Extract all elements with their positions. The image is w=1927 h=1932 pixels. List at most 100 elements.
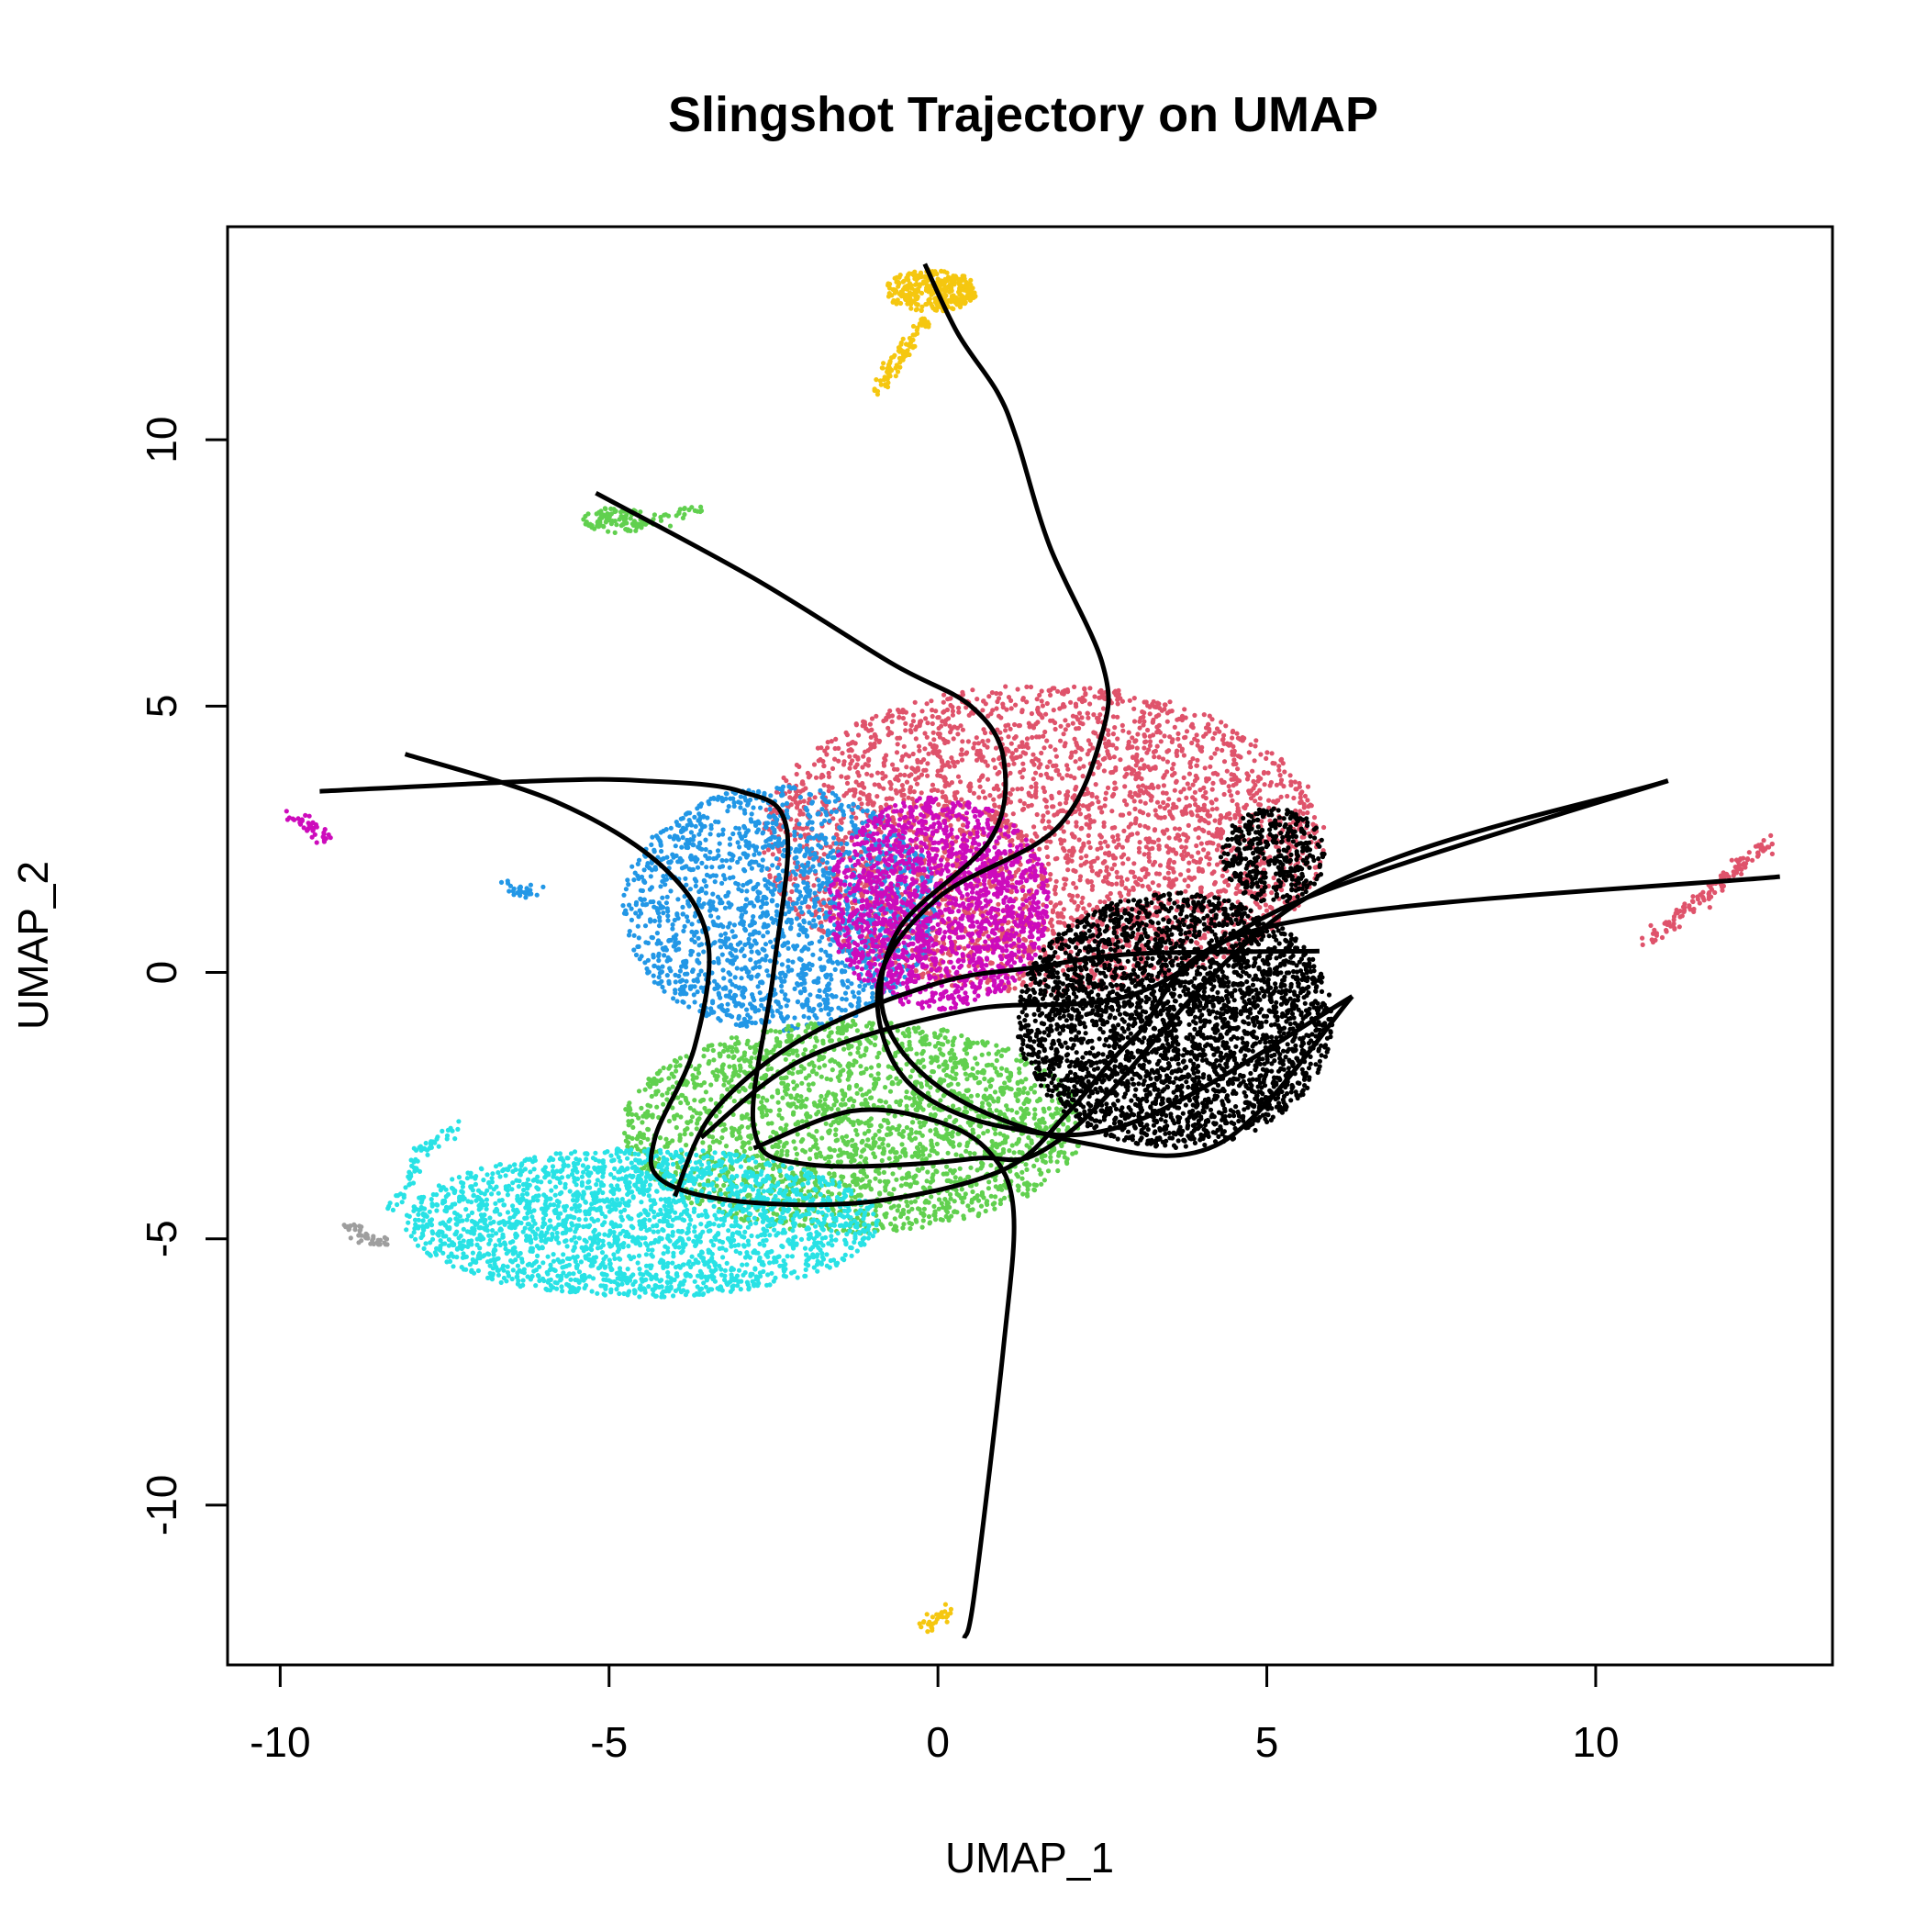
data-point [895,742,900,747]
data-point [1071,917,1076,923]
data-point [985,776,991,782]
data-point [1209,807,1215,812]
data-point [1069,853,1075,858]
data-point [1270,760,1275,766]
data-point [1053,902,1059,908]
data-point [807,1005,812,1011]
data-point [911,766,917,772]
data-point [652,979,657,985]
data-point [942,850,948,855]
data-point [1150,880,1155,886]
data-point [1264,908,1269,913]
data-point [738,794,743,799]
data-point [1277,773,1283,778]
data-point [649,934,654,940]
data-point [858,849,864,855]
data-point [1080,895,1086,901]
data-point [897,715,902,720]
data-point [1140,709,1145,715]
data-point [709,865,715,870]
data-point [940,794,946,799]
data-point [1131,885,1136,890]
data-point [916,743,922,749]
data-point [982,795,988,800]
data-point [1019,786,1024,792]
data-point [1076,725,1082,731]
data-point [1276,767,1282,773]
data-point [1195,738,1200,743]
data-point [1072,684,1077,690]
data-point [1194,859,1199,865]
data-point [850,807,855,812]
data-point [883,774,888,779]
data-point [722,931,729,936]
data-point [801,986,808,991]
data-point [770,834,775,840]
data-point [1075,717,1081,722]
data-point [731,803,737,810]
data-point [954,725,961,731]
data-point [1037,846,1042,852]
data-point [728,796,733,801]
data-point [631,947,637,953]
data-point [1144,871,1150,877]
data-point [1220,873,1225,878]
data-point [849,814,854,820]
data-point [985,763,990,768]
data-point [827,818,832,824]
data-point [1088,860,1094,865]
data-point [1146,854,1152,860]
data-point [889,719,895,724]
data-point [1003,684,1008,689]
data-point [719,798,726,804]
data-point [1064,792,1069,798]
data-point [957,827,963,832]
data-point [1058,808,1064,814]
data-point [715,986,720,991]
data-point [1039,698,1044,704]
data-point [900,715,907,721]
data-point [1235,766,1241,772]
data-point [864,862,870,867]
data-point [1194,940,1199,945]
data-point [625,877,630,883]
data-point [925,773,930,778]
data-point [1202,932,1208,938]
data-point [908,772,914,777]
data-point [986,738,991,743]
data-point [1047,759,1053,765]
data-point [1043,771,1049,777]
data-point [978,775,985,780]
data-point [636,876,641,882]
data-point [703,890,709,896]
data-point [1087,686,1093,691]
data-point [1147,785,1153,790]
data-point [971,745,976,751]
data-point [1153,926,1158,932]
data-point [841,982,846,988]
data-point [896,947,901,954]
data-point [775,1001,781,1007]
data-point [664,854,670,860]
data-point [1050,910,1055,915]
data-point [847,765,852,771]
data-point [820,758,826,765]
data-point [948,822,953,829]
data-point [1136,784,1142,789]
data-point [1196,835,1201,841]
data-point [1062,743,1067,749]
data-point [815,896,820,901]
data-point [749,974,754,979]
data-point [811,883,817,888]
data-point [1178,872,1184,877]
data-point [830,854,835,861]
data-point [774,789,780,795]
data-point [726,970,731,976]
data-point [808,992,813,998]
data-point [1201,802,1207,808]
data-point [802,865,808,871]
data-point [753,941,759,946]
data-point [730,982,735,988]
data-point [838,818,843,823]
data-point [828,942,833,947]
